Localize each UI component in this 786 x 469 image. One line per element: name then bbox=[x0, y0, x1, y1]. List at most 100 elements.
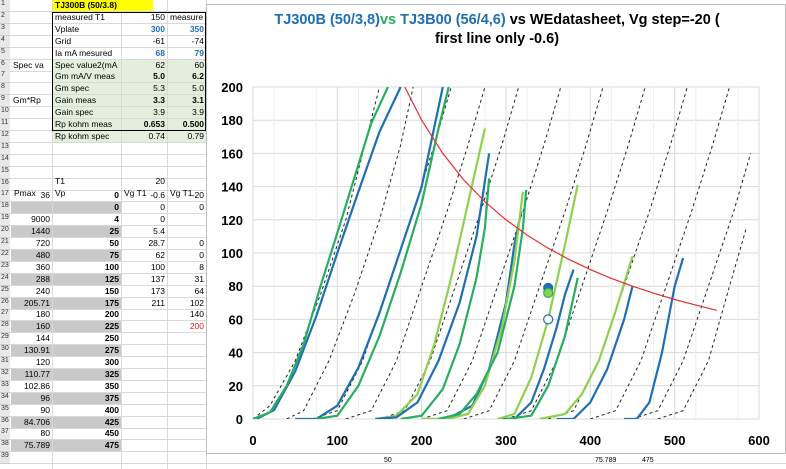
row-number[interactable]: 12 bbox=[0, 131, 10, 143]
pmax-cell[interactable]: 75.789 bbox=[11, 440, 52, 451]
vg1-cell[interactable]: 28.7 bbox=[148, 238, 165, 248]
pmax-cell[interactable]: 720 bbox=[35, 238, 50, 248]
vg1-cell[interactable] bbox=[122, 345, 167, 356]
vg1-cell[interactable]: 62 bbox=[155, 250, 165, 260]
vp-cell[interactable]: 100 bbox=[104, 262, 119, 272]
col-header-vg2[interactable]: Vg T1 bbox=[170, 188, 193, 198]
vg1-cell[interactable]: 100 bbox=[150, 262, 165, 272]
spec-label-cell[interactable]: Spec value2(mA bbox=[53, 60, 121, 71]
pmax-cell[interactable]: 205.71 bbox=[11, 298, 52, 309]
vp-cell[interactable]: 75 bbox=[53, 250, 121, 261]
pmax-cell[interactable] bbox=[11, 202, 52, 213]
measured-cut-cell[interactable]: measure bbox=[170, 12, 204, 22]
vg2-cell[interactable]: 140 bbox=[189, 309, 204, 319]
pmax-cell[interactable]: 480 bbox=[11, 250, 52, 261]
spec-value-cell[interactable]: 0.653 bbox=[122, 119, 167, 130]
vg2-cell[interactable] bbox=[168, 226, 206, 237]
vg2-cell[interactable]: 0 bbox=[199, 250, 204, 260]
vp-cell[interactable]: 300 bbox=[104, 357, 119, 367]
row-number[interactable]: 22 bbox=[0, 250, 10, 262]
vg2-cell[interactable] bbox=[168, 428, 206, 439]
row-number[interactable]: 38 bbox=[0, 440, 10, 452]
vp-cell[interactable]: 125 bbox=[53, 274, 121, 285]
vg1-cell[interactable] bbox=[122, 440, 167, 451]
spec-label-cell[interactable]: Gm spec bbox=[53, 83, 121, 94]
row-number[interactable]: 14 bbox=[0, 155, 10, 167]
spec-label-cell[interactable]: Gain meas bbox=[53, 95, 121, 106]
vg2-cell[interactable] bbox=[168, 417, 206, 428]
vg1-cell[interactable]: 0 bbox=[160, 202, 165, 212]
param-value-cell[interactable]: 350 bbox=[189, 24, 204, 34]
vp-cell[interactable]: 275 bbox=[53, 345, 121, 356]
bottom-cell-b[interactable]: 75.789 bbox=[595, 457, 617, 464]
vg2-cell[interactable] bbox=[168, 405, 206, 416]
row-number[interactable]: 4 bbox=[0, 36, 10, 48]
param-value-cell[interactable]: 79 bbox=[194, 48, 204, 58]
row-number[interactable]: 3 bbox=[0, 24, 10, 36]
measured-value-cell[interactable]: 150 bbox=[150, 12, 165, 22]
chart-title[interactable]: TJ300B (50/3,8)vs TJ3B00 (56/4,6) vs WEd… bbox=[207, 11, 786, 49]
vp-cell[interactable]: 200 bbox=[104, 309, 119, 319]
row-number[interactable]: 23 bbox=[0, 262, 10, 274]
col-header-pmax[interactable]: Pmax bbox=[14, 188, 36, 198]
row-number[interactable]: 33 bbox=[0, 381, 10, 393]
spec-value-cell[interactable]: 0.79 bbox=[168, 131, 206, 142]
vg2-cell[interactable]: 0 bbox=[199, 238, 204, 248]
vg2-cell[interactable] bbox=[168, 333, 206, 344]
pmax-cell[interactable]: 288 bbox=[11, 274, 52, 285]
pmax-cell[interactable]: 84.706 bbox=[11, 417, 52, 428]
pmax-cell[interactable]: 120 bbox=[35, 357, 50, 367]
vp-cell[interactable]: 225 bbox=[53, 321, 121, 332]
row-number[interactable]: 8 bbox=[0, 83, 10, 95]
pmax-cell[interactable]: 144 bbox=[35, 333, 50, 343]
vg1-cell[interactable]: 0 bbox=[160, 214, 165, 224]
bottom-cell-a[interactable]: 50 bbox=[384, 457, 392, 464]
vg1-cell[interactable] bbox=[122, 393, 167, 404]
row-number[interactable]: 13 bbox=[0, 143, 10, 155]
vg2-cell[interactable] bbox=[168, 345, 206, 356]
pmax-cell[interactable]: 360 bbox=[35, 262, 50, 272]
vg1-cell[interactable] bbox=[122, 417, 167, 428]
vg2-cell[interactable] bbox=[168, 357, 206, 368]
param-value-cell[interactable]: 68 bbox=[155, 48, 165, 58]
vg1-cell[interactable] bbox=[122, 309, 167, 320]
param-label-cell[interactable]: Ia mA mesured bbox=[55, 48, 113, 58]
row-number[interactable]: 32 bbox=[0, 369, 10, 381]
vg2-cell[interactable] bbox=[168, 440, 206, 451]
param-label-cell[interactable]: Vplate bbox=[55, 24, 80, 34]
row-number[interactable]: 31 bbox=[0, 357, 10, 369]
vp-cell[interactable]: 50 bbox=[109, 238, 119, 248]
vg2-cell[interactable] bbox=[168, 369, 206, 380]
row-number[interactable]: 18 bbox=[0, 202, 10, 214]
pmax-cell[interactable]: 9000 bbox=[31, 214, 50, 224]
vg2-cell[interactable]: -20 bbox=[191, 190, 204, 200]
col-header-vp[interactable]: Vp bbox=[55, 188, 66, 198]
spec-value-cell[interactable]: 62 bbox=[122, 60, 167, 71]
vp-cell[interactable]: 450 bbox=[104, 428, 119, 438]
spec-value-cell[interactable]: 3.1 bbox=[168, 95, 206, 106]
chart-object[interactable]: TJ300B (50/3,8)vs TJ3B00 (56/4,6) vs WEd… bbox=[206, 4, 786, 454]
vg1-cell[interactable] bbox=[122, 428, 167, 439]
pmax-cell[interactable]: 240 bbox=[35, 286, 50, 296]
pmax-cell[interactable]: 96 bbox=[11, 393, 52, 404]
row-number[interactable]: 9 bbox=[0, 95, 10, 107]
vp-cell[interactable]: 400 bbox=[104, 405, 119, 415]
param-label-cell[interactable]: Grid bbox=[55, 36, 72, 46]
pmax-cell[interactable]: 180 bbox=[35, 309, 50, 319]
vg2-cell[interactable]: 64 bbox=[194, 286, 204, 296]
vg1-cell[interactable] bbox=[122, 405, 167, 416]
vp-cell[interactable]: 4 bbox=[114, 214, 119, 224]
row-number[interactable]: 5 bbox=[0, 48, 10, 60]
pmax-cell[interactable]: 130.91 bbox=[11, 345, 52, 356]
row-number[interactable]: 28 bbox=[0, 321, 10, 333]
vp-cell[interactable]: 375 bbox=[53, 393, 121, 404]
row-number[interactable]: 11 bbox=[0, 119, 10, 131]
spec-value-cell[interactable]: 3.9 bbox=[122, 107, 167, 118]
vg1-cell[interactable]: 211 bbox=[151, 298, 165, 308]
spec-value-cell[interactable]: 0.74 bbox=[122, 131, 167, 142]
pmax-cell[interactable]: 80 bbox=[40, 428, 50, 438]
pmax-cell[interactable]: 110.77 bbox=[11, 369, 52, 380]
vg2-cell[interactable]: 102 bbox=[189, 298, 204, 308]
pmax-cell[interactable]: 36 bbox=[40, 190, 50, 200]
spec-value-cell[interactable]: 5.0 bbox=[168, 83, 206, 94]
